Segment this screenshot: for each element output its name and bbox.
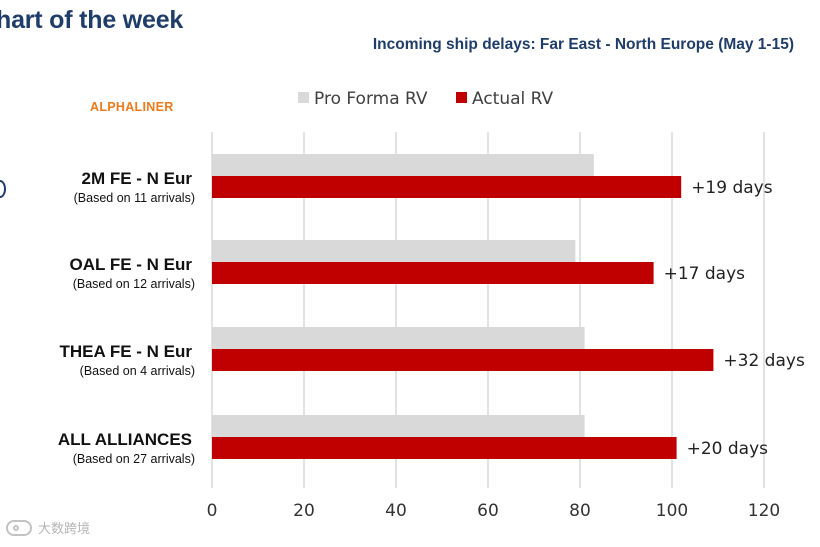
legend-swatch-pro-forma	[298, 92, 309, 103]
watermark-text: 大数跨境	[38, 522, 91, 537]
bar-actual-0	[212, 176, 682, 198]
category-subtitle-1: (Based on 12 arrivals)	[73, 277, 195, 291]
category-labels: 2M FE - N Eur (Based on 11 arrivals) OAL F…	[58, 169, 195, 466]
x-tick-0: 0	[207, 501, 218, 521]
category-subtitle-0: (Based on 11 arrivals)	[74, 191, 195, 205]
legend-label-actual: Actual RV	[472, 89, 554, 109]
bar-actual-3	[212, 437, 677, 459]
category-label-2: THEA FE - N Eur	[59, 342, 192, 361]
chart-headline: hart of the week	[0, 6, 184, 34]
bar-actual-2	[212, 349, 714, 371]
x-axis-ticks: 0 20 40 60 80 100 120	[207, 501, 781, 521]
category-label-3: ALL ALLIANCES	[58, 430, 192, 449]
x-tick-80: 80	[569, 501, 591, 521]
bars: +19 days +17 days +32 days +20 days	[212, 154, 805, 459]
x-tick-20: 20	[293, 501, 315, 521]
category-label-0: 2M FE - N Eur	[81, 169, 192, 188]
category-subtitle-3: (Based on 27 arrivals)	[73, 452, 195, 466]
x-tick-120: 120	[748, 501, 780, 521]
data-label-3: +20 days	[687, 439, 769, 459]
x-tick-100: 100	[656, 501, 688, 521]
category-label-1: OAL FE - N Eur	[70, 255, 193, 274]
x-tick-60: 60	[477, 501, 499, 521]
bar-actual-1	[212, 262, 654, 284]
legend-label-pro-forma: Pro Forma RV	[314, 89, 428, 109]
legend: Pro Forma RV Actual RV	[298, 89, 554, 109]
bar-pro-forma-2	[212, 327, 585, 349]
brand-label: ALPHALINER	[90, 100, 174, 114]
data-label-2: +32 days	[723, 351, 805, 371]
bar-pro-forma-3	[212, 415, 585, 437]
bar-pro-forma-1	[212, 240, 576, 262]
chart-title: Incoming ship delays: Far East - North E…	[372, 36, 794, 53]
watermark-logo-icon	[6, 519, 32, 536]
data-label-1: +17 days	[664, 264, 746, 284]
legend-swatch-actual	[456, 92, 467, 103]
x-tick-40: 40	[385, 501, 407, 521]
bar-pro-forma-0	[212, 154, 594, 176]
watermark: 大数跨境	[6, 518, 90, 537]
data-label-0: +19 days	[691, 178, 773, 198]
category-subtitle-2: (Based on 4 arrivals)	[80, 364, 195, 378]
